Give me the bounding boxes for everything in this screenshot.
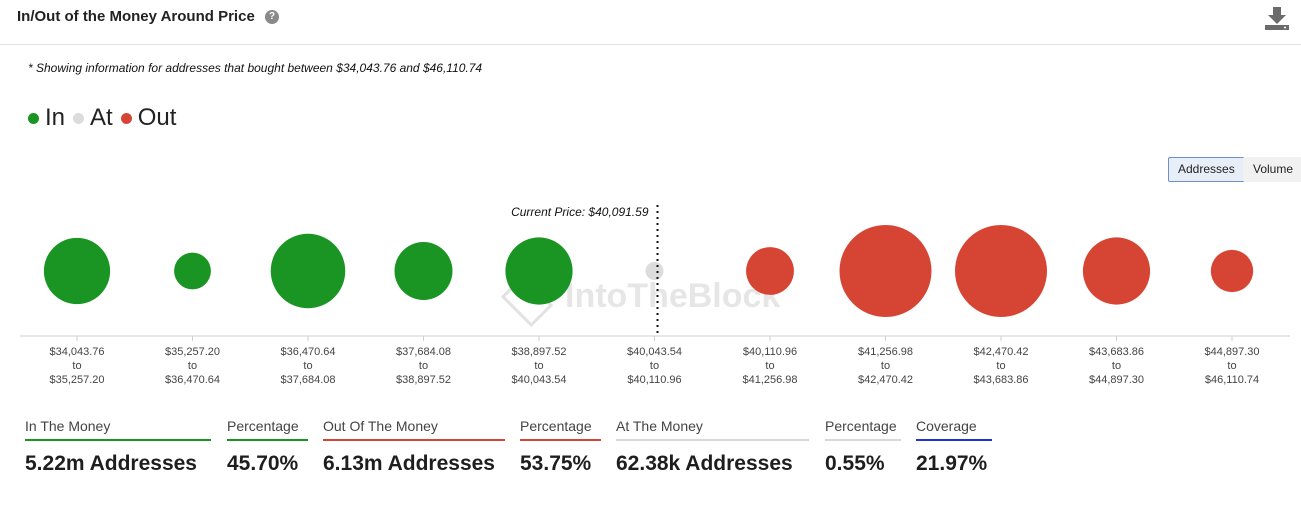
watermark-text: IntoTheBlock [565,277,780,315]
x-tick-label: to [72,360,81,372]
x-tick-label: $40,043.54 [511,374,566,386]
x-tick-label: $41,256.98 [858,346,913,358]
x-tick-label: $36,470.64 [165,374,220,386]
stat-label: Coverage [916,418,992,441]
stat-out-percentage: Percentage 53.75% [520,418,601,476]
current-price-label: Current Price: $40,091.59 [511,205,649,219]
stat-label: Percentage [520,418,601,441]
legend: In At Out [28,104,184,132]
legend-item-in[interactable]: In [28,104,65,132]
x-tick-label: $34,043.76 [49,346,104,358]
x-tick-label: $40,043.54 [627,346,682,358]
x-tick-label: $36,470.64 [280,346,335,358]
help-icon[interactable]: ? [265,10,279,24]
stat-value: 6.13m Addresses [323,452,495,475]
bubble-out [1082,237,1151,305]
x-tick-label: $43,683.86 [973,374,1028,386]
legend-dot-out [120,112,132,124]
stat-label: Percentage [825,418,901,441]
bubble-chart: IntoTheBlock $34,043.76 to $35,257.20 $35,25… [20,205,1290,386]
bubble-in [43,237,111,305]
x-tick-label: $46,110.74 [1205,374,1259,386]
legend-label-in: In [45,104,66,131]
bubble-at [645,262,664,280]
x-tick-label: to [303,360,312,372]
panel-title: In/Out of the Money Around Price [17,8,255,25]
x-tick-label: $44,897.30 [1089,374,1144,386]
stat-value: 0.55% [825,452,885,475]
x-tick-label: $40,110.96 [627,374,681,386]
x-tick-label: to [996,360,1005,372]
bubble-out [746,247,794,295]
bubble-out [1210,249,1254,293]
x-tick-label: $37,684.08 [396,346,451,358]
bubble-in [505,237,573,305]
stat-label: In The Money [25,418,211,441]
bubble-out [839,225,932,317]
stat-in-percentage: Percentage 45.70% [227,418,308,476]
x-tick-label: $43,683.86 [1089,346,1144,358]
bubble-out [955,225,1047,317]
stat-value: 62.38k Addresses [616,452,793,475]
panel-header: In/Out of the Money Around Price ? [0,0,1301,45]
addresses-toggle-button[interactable]: Addresses [1168,157,1245,182]
stat-coverage: Coverage 21.97% [916,418,992,476]
x-tick-label: $38,897.52 [511,346,566,358]
stat-value: 21.97% [916,452,988,475]
legend-dot-at [73,112,85,124]
stat-value: 45.70% [227,452,299,475]
legend-item-at[interactable]: At [73,104,113,132]
stat-at-the-money: At The Money 62.38k Addresses [616,418,809,476]
stat-value: 53.75% [520,452,592,475]
range-note: * Showing information for addresses that… [28,61,483,75]
bubble-in [394,242,453,300]
stat-label: Out Of The Money [323,418,505,441]
x-tick-label: to [765,360,774,372]
x-tick-label: to [419,360,428,372]
x-tick-label: $35,257.20 [49,374,104,386]
legend-label-at: At [90,104,113,131]
stat-value: 5.22m Addresses [25,452,197,475]
x-tick-label: $44,897.30 [1204,346,1259,358]
legend-dot-in [28,112,39,124]
x-tick-label: to [881,360,890,372]
download-icon[interactable] [1262,4,1292,32]
bubble-in [174,252,211,290]
stat-label: Percentage [227,418,308,441]
x-tick-label: to [1227,360,1236,372]
stat-out-of-the-money: Out Of The Money 6.13m Addresses [323,418,505,476]
stat-label: At The Money [616,418,809,441]
x-tick-label: to [534,360,543,372]
legend-item-out[interactable]: Out [120,104,177,132]
legend-label-out: Out [137,104,177,131]
x-tick-label: $42,470.42 [973,346,1028,358]
x-tick-label: $35,257.20 [165,346,220,358]
volume-toggle-button[interactable]: Volume [1243,157,1301,182]
x-tick-label: $41,256.98 [742,374,797,386]
x-tick-label: to [188,360,197,372]
x-tick-label: $40,110.96 [743,346,797,358]
x-tick-label: to [650,360,659,372]
x-tick-label: $42,470.42 [858,374,913,386]
bubble-in [270,233,346,309]
x-tick-label: to [1112,360,1121,372]
stat-in-the-money: In The Money 5.22m Addresses [25,418,211,476]
x-tick-label: $38,897.52 [396,374,451,386]
stat-at-percentage: Percentage 0.55% [825,418,901,476]
x-tick-label: $37,684.08 [280,374,335,386]
